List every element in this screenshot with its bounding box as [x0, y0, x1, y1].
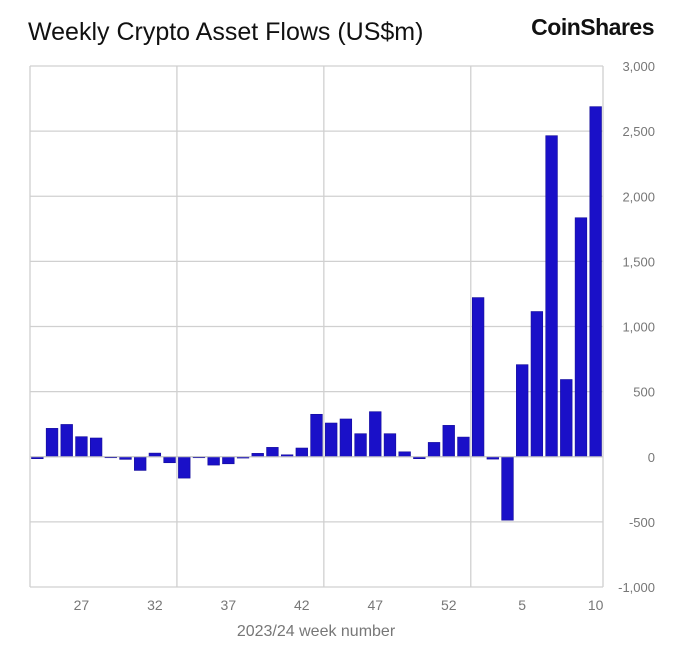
bar-week-36	[207, 456, 220, 466]
bar-week-6	[530, 311, 544, 458]
bar-week-39	[251, 453, 264, 458]
bar-week-9	[574, 217, 588, 458]
y-tick-label: 2,500	[622, 124, 655, 139]
bar-week-49	[398, 451, 411, 458]
x-axis-title: 2023/24 week number	[237, 623, 396, 640]
x-tick-label: 37	[221, 597, 237, 613]
bar-week-7	[545, 135, 558, 458]
y-tick-label: 1,500	[622, 254, 655, 269]
bar-week-2	[471, 297, 485, 458]
chart-title: Weekly Crypto Asset Flows (US$m)	[28, 18, 424, 46]
x-tick-label: 5	[518, 597, 526, 613]
bar-week-27	[75, 436, 88, 458]
bar-week-46	[354, 433, 367, 458]
bar-week-47	[369, 411, 382, 458]
bar-week-44	[325, 422, 338, 458]
coinshares-logo: CoinShares	[531, 14, 654, 40]
bar-week-51	[427, 442, 441, 458]
y-tick-label: 3,000	[622, 59, 655, 74]
bar-week-34	[178, 456, 191, 479]
x-tick-label: 32	[147, 597, 163, 613]
x-tick-label: 10	[588, 597, 604, 613]
bar-week-48	[383, 433, 397, 458]
x-tick-label: 47	[367, 597, 383, 613]
bar-week-42	[295, 447, 308, 458]
bar-week-1	[457, 436, 470, 458]
bar-week-10	[589, 106, 602, 458]
bar-week-37	[222, 456, 235, 465]
y-tick-label: -500	[629, 515, 655, 530]
bar-week-5	[516, 364, 529, 458]
bar-week-31	[134, 456, 147, 471]
bar-week-33	[163, 456, 176, 464]
bar-week-45	[339, 418, 353, 458]
bar-week-43	[310, 413, 323, 458]
bar-week-28	[89, 437, 103, 458]
bar-week-8	[560, 379, 573, 458]
y-tick-label: 1,000	[622, 320, 655, 335]
bar-week-40	[266, 447, 279, 458]
y-tick-label: -1,000	[618, 580, 655, 595]
x-tick-label: 42	[294, 597, 310, 613]
x-tick-label: 52	[441, 597, 457, 613]
bar-week-32	[148, 452, 162, 458]
bar-week-26	[60, 424, 73, 458]
bar-week-4	[501, 456, 514, 521]
x-tick-label: 27	[74, 597, 90, 613]
y-tick-label: 2,000	[622, 189, 655, 204]
y-tick-label: 500	[633, 385, 655, 400]
y-tick-label: 0	[648, 450, 655, 465]
bar-week-52	[442, 425, 455, 458]
bar-week-25	[45, 428, 59, 458]
